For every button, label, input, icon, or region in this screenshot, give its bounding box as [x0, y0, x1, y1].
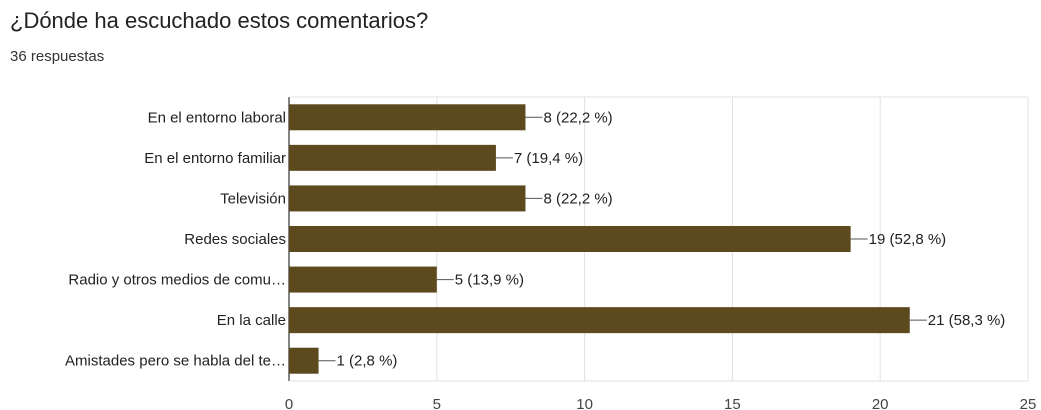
data-label: 19 (52,8 %) — [869, 231, 947, 248]
category-label: Amistades pero se habla del te… — [65, 353, 286, 370]
bar — [289, 144, 496, 171]
data-label: 5 (13,9 %) — [455, 272, 524, 289]
category-label: Televisión — [220, 190, 286, 207]
chart-subtitle: 36 respuestas — [10, 48, 105, 65]
category-label: En el entorno familiar — [144, 150, 286, 167]
x-tick-labels: 0 5 10 15 20 25 — [285, 396, 1037, 410]
bar — [289, 185, 526, 212]
x-tick-label: 5 — [433, 396, 441, 410]
category-label: Redes sociales — [184, 231, 286, 248]
data-label: 1 (2,8 %) — [337, 353, 398, 370]
x-tick-label: 15 — [724, 396, 741, 410]
bar — [289, 104, 526, 131]
data-label: 21 (58,3 %) — [928, 312, 1006, 329]
bar — [289, 226, 851, 252]
category-label: Radio y otros medios de comu… — [68, 272, 286, 289]
category-label: En el entorno laboral — [148, 109, 286, 126]
bar — [289, 347, 319, 374]
bars — [289, 104, 910, 374]
category-labels: En el entorno laboral En el entorno famil… — [65, 109, 286, 369]
data-label: 8 (22,2 %) — [543, 109, 612, 126]
bar — [289, 266, 437, 293]
data-label: 7 (19,4 %) — [514, 150, 583, 167]
x-tick-label: 25 — [1020, 396, 1037, 410]
chart-title: ¿Dónde ha escuchado estos comentarios? — [10, 8, 429, 33]
data-labels: 8 (22,2 %) 7 (19,4 %) 8 (22,2 %) 19 (52,8 %… — [318, 109, 1006, 370]
x-tick-label: 10 — [576, 396, 593, 410]
bar — [289, 307, 910, 334]
x-tick-label: 20 — [872, 396, 889, 410]
data-label: 8 (22,2 %) — [543, 190, 612, 207]
category-label: En la calle — [217, 312, 286, 329]
x-tick-label: 0 — [285, 396, 293, 410]
